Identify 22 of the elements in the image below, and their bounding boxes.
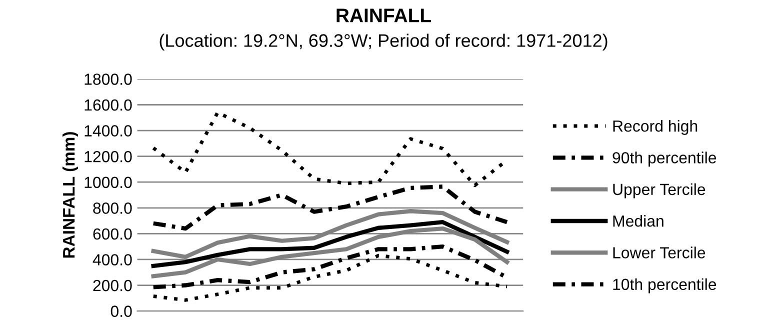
y-tick-label: 1800.0 (84, 74, 132, 85)
y-tick-label: 200.0 (93, 280, 132, 292)
legend-label: Median (613, 214, 664, 227)
legend-label: Upper Tercile (613, 183, 706, 198)
line-series (151, 184, 510, 231)
y-tick-label: 1600.0 (84, 99, 132, 111)
chart-title: RAINFALL (336, 8, 431, 22)
legend-label: Lower Tercile (613, 246, 706, 258)
y-tick-label: 1200.0 (84, 150, 132, 162)
line-series (152, 254, 509, 302)
legend-label: 10th percentile (613, 278, 716, 294)
y-tick-label: 0.0 (110, 306, 132, 317)
legend-label: 90th percentile (612, 152, 716, 167)
legend-label: Record high (613, 120, 698, 135)
y-tick-label: 400.0 (92, 254, 132, 266)
y-axis-title: RAINFALL (mm) (62, 132, 78, 258)
chart-subtitle: (Location: 19.2°N, 69.3°W; Period of record: 1971-2012) (160, 34, 608, 51)
y-tick-label: 800.0 (93, 202, 132, 214)
y-tick-label: 1000.0 (84, 176, 132, 188)
line-series (151, 220, 510, 268)
y-tick-label: 1400.0 (84, 125, 132, 136)
y-tick-label: 600.0 (93, 228, 132, 240)
